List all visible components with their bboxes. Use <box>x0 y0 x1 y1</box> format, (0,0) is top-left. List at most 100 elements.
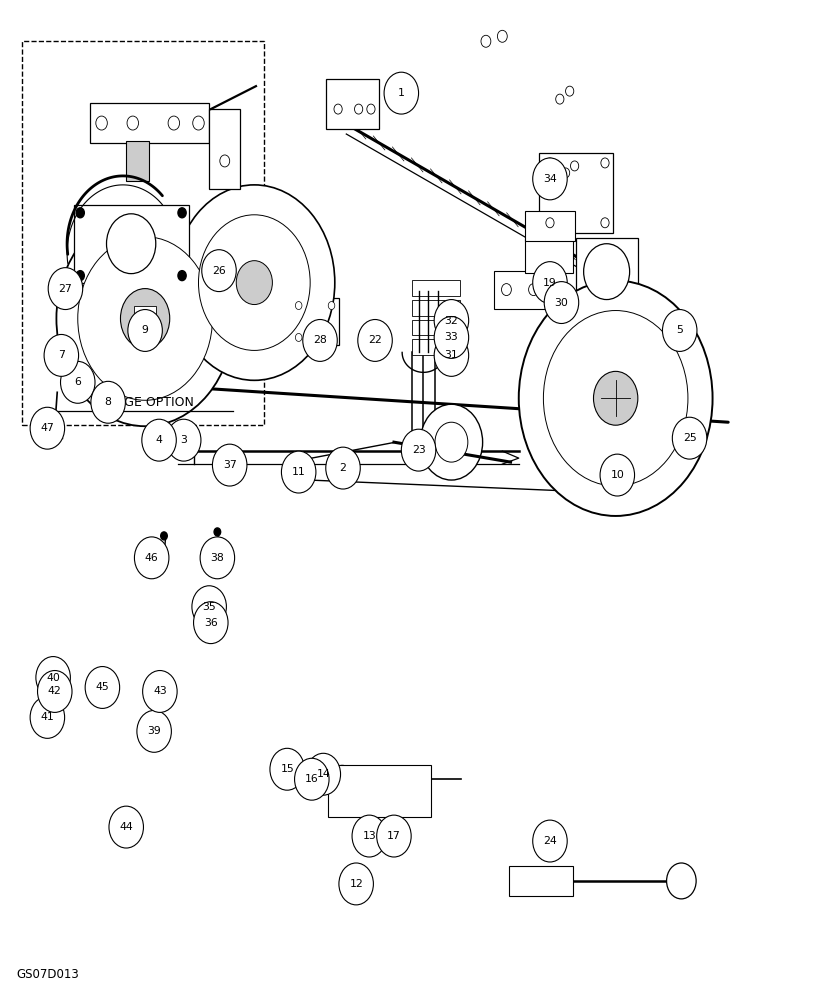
Circle shape <box>601 158 609 168</box>
Text: 9: 9 <box>142 325 148 335</box>
Text: 4: 4 <box>156 435 162 445</box>
Circle shape <box>178 271 186 281</box>
Circle shape <box>330 765 353 793</box>
Circle shape <box>77 237 213 400</box>
Text: 8: 8 <box>105 397 111 407</box>
FancyBboxPatch shape <box>328 765 431 817</box>
Circle shape <box>143 671 177 712</box>
Circle shape <box>533 158 567 200</box>
Circle shape <box>166 419 201 461</box>
Circle shape <box>434 317 469 358</box>
Circle shape <box>213 444 247 486</box>
Text: 10: 10 <box>611 470 625 480</box>
Circle shape <box>555 94 564 104</box>
Circle shape <box>295 333 302 341</box>
Text: 42: 42 <box>48 686 62 696</box>
Text: 27: 27 <box>59 284 73 294</box>
Circle shape <box>48 268 82 310</box>
Circle shape <box>498 30 508 42</box>
Circle shape <box>667 863 696 899</box>
Circle shape <box>56 211 234 426</box>
Text: 44: 44 <box>119 822 133 832</box>
Circle shape <box>142 419 176 461</box>
Text: 22: 22 <box>368 335 382 345</box>
Text: 26: 26 <box>212 266 226 276</box>
Circle shape <box>672 417 707 459</box>
Circle shape <box>352 815 386 857</box>
Circle shape <box>137 710 171 752</box>
Text: 3: 3 <box>180 435 187 445</box>
Circle shape <box>120 289 170 348</box>
Circle shape <box>353 767 372 791</box>
Circle shape <box>662 310 697 351</box>
Text: 47: 47 <box>40 423 54 433</box>
Circle shape <box>367 104 375 114</box>
FancyBboxPatch shape <box>134 306 156 331</box>
Text: 11: 11 <box>292 467 306 477</box>
Circle shape <box>533 262 567 304</box>
Circle shape <box>30 696 64 738</box>
Circle shape <box>384 72 419 114</box>
Circle shape <box>354 104 363 114</box>
Circle shape <box>565 86 574 96</box>
Circle shape <box>325 447 360 489</box>
Circle shape <box>44 334 78 376</box>
Circle shape <box>199 215 310 350</box>
Text: 16: 16 <box>305 774 319 784</box>
Circle shape <box>373 767 393 791</box>
Text: 6: 6 <box>74 377 82 387</box>
Text: 14: 14 <box>316 769 330 779</box>
Circle shape <box>96 116 107 130</box>
Circle shape <box>236 261 273 305</box>
FancyBboxPatch shape <box>90 103 209 143</box>
Circle shape <box>60 361 95 403</box>
Circle shape <box>220 155 230 167</box>
Circle shape <box>544 282 578 323</box>
Circle shape <box>76 271 84 281</box>
Circle shape <box>328 333 335 341</box>
Circle shape <box>420 404 483 480</box>
Text: 38: 38 <box>210 553 224 563</box>
Circle shape <box>282 451 316 493</box>
Circle shape <box>294 758 329 800</box>
Text: 35: 35 <box>202 602 216 612</box>
Text: 24: 24 <box>543 836 557 846</box>
Text: 34: 34 <box>543 174 557 184</box>
Circle shape <box>128 310 162 351</box>
Circle shape <box>570 161 578 171</box>
Text: 46: 46 <box>145 553 158 563</box>
FancyBboxPatch shape <box>126 141 149 181</box>
FancyBboxPatch shape <box>526 239 573 273</box>
Circle shape <box>533 820 567 862</box>
Circle shape <box>38 671 72 712</box>
Text: 25: 25 <box>683 433 696 443</box>
Circle shape <box>434 300 469 341</box>
Circle shape <box>134 537 169 579</box>
Circle shape <box>295 302 302 310</box>
Text: 40: 40 <box>46 673 60 683</box>
Text: 17: 17 <box>387 831 400 841</box>
Text: 30: 30 <box>555 298 569 308</box>
FancyBboxPatch shape <box>412 280 460 296</box>
FancyBboxPatch shape <box>209 109 241 189</box>
FancyBboxPatch shape <box>73 205 189 283</box>
Circle shape <box>328 302 335 310</box>
Circle shape <box>202 250 236 292</box>
Text: 37: 37 <box>222 460 236 470</box>
Circle shape <box>561 168 569 178</box>
Circle shape <box>334 104 342 114</box>
Circle shape <box>85 667 119 708</box>
Circle shape <box>214 528 221 536</box>
Circle shape <box>593 371 638 425</box>
Circle shape <box>435 422 468 462</box>
Circle shape <box>109 806 143 848</box>
Circle shape <box>601 218 609 228</box>
FancyBboxPatch shape <box>325 79 379 129</box>
Circle shape <box>545 218 554 228</box>
FancyBboxPatch shape <box>412 300 460 316</box>
Circle shape <box>194 602 228 644</box>
FancyBboxPatch shape <box>576 238 638 306</box>
FancyBboxPatch shape <box>539 153 613 233</box>
Circle shape <box>200 537 235 579</box>
FancyBboxPatch shape <box>22 41 265 425</box>
